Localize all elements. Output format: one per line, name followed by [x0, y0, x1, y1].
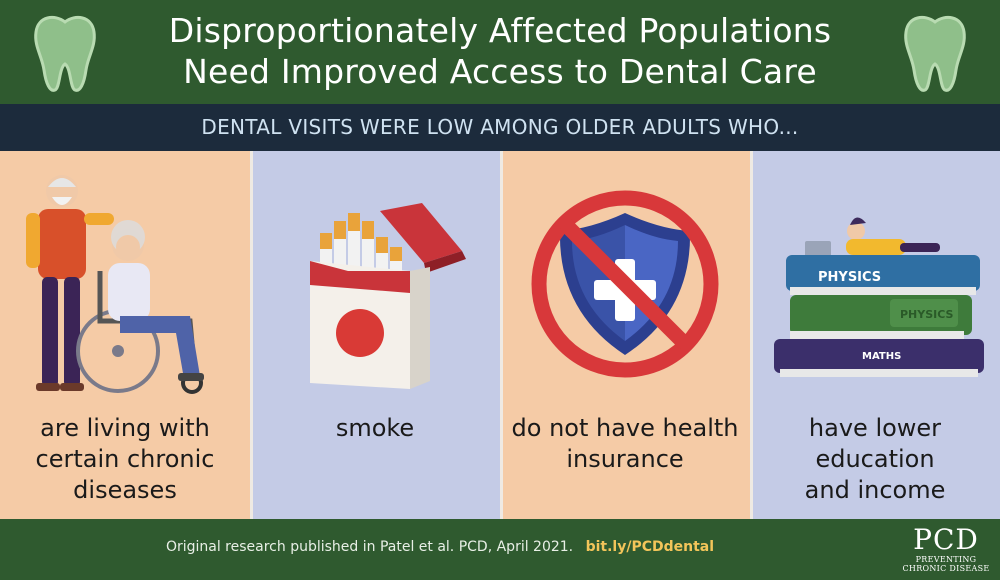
- logo-main: PCD: [913, 523, 979, 556]
- caption-chronic-diseases: are living with certain chronic diseases: [0, 413, 250, 506]
- source-citation: Original research published in Patel et …: [0, 539, 880, 555]
- elderly-couple-wheelchair-icon: [26, 175, 204, 394]
- caption-line: education: [815, 445, 935, 473]
- panel-smoke: smoke: [250, 151, 500, 519]
- pcd-logo: PCD PREVENTING CHRONIC DISEASE: [900, 525, 992, 577]
- title-line-1: Disproportionately Affected Populations: [168, 11, 832, 50]
- caption-line: are living with: [40, 414, 210, 442]
- tooth-icon: [904, 15, 966, 92]
- caption-line: diseases: [73, 476, 177, 504]
- logo-line-2: CHRONIC DISEASE: [902, 564, 990, 573]
- source-link[interactable]: bit.ly/PCDdental: [585, 539, 715, 555]
- cigarette-pack-icon: [310, 203, 466, 389]
- caption-line: have lower: [808, 414, 942, 442]
- caption-line: insurance: [566, 445, 684, 473]
- title-line-2: Need Improved Access to Dental Care: [183, 52, 817, 91]
- panels-row: are living with certain chronic diseases…: [0, 151, 1000, 519]
- panel-education-income: PHYSICS PHYSICS MATHS have lower educati…: [750, 151, 1000, 519]
- book-label-3: MATHS: [862, 351, 901, 362]
- logo-line-1: PREVENTING: [915, 555, 977, 564]
- no-insurance-shield-icon: [531, 190, 719, 378]
- caption-line: do not have health: [511, 414, 739, 442]
- caption-line: certain chronic: [35, 445, 215, 473]
- footer-banner: Original research published in Patel et …: [0, 519, 1000, 580]
- books-stack-icon: PHYSICS PHYSICS MATHS: [774, 217, 984, 377]
- caption-education-income: have lower education and income: [750, 413, 1000, 506]
- source-text: Original research published in Patel et …: [165, 539, 574, 555]
- panel-divider: [500, 151, 503, 519]
- caption-line: and income: [804, 476, 946, 504]
- page-title: Disproportionately Affected Populations …: [110, 10, 890, 92]
- book-label-1: PHYSICS: [818, 270, 881, 285]
- caption-no-insurance: do not have health insurance: [500, 413, 750, 475]
- tooth-icon: [34, 15, 96, 92]
- caption-smoke: smoke: [250, 413, 500, 444]
- subheader-banner: DENTAL VISITS WERE LOW AMONG OLDER ADULT…: [0, 104, 1000, 151]
- panel-divider: [750, 151, 753, 519]
- header-banner: Disproportionately Affected Populations …: [0, 0, 1000, 104]
- panel-chronic-diseases: are living with certain chronic diseases: [0, 151, 250, 519]
- caption-line: smoke: [335, 414, 415, 442]
- panel-no-insurance: do not have health insurance: [500, 151, 750, 519]
- book-label-2: PHYSICS: [900, 308, 954, 321]
- panel-divider: [250, 151, 253, 519]
